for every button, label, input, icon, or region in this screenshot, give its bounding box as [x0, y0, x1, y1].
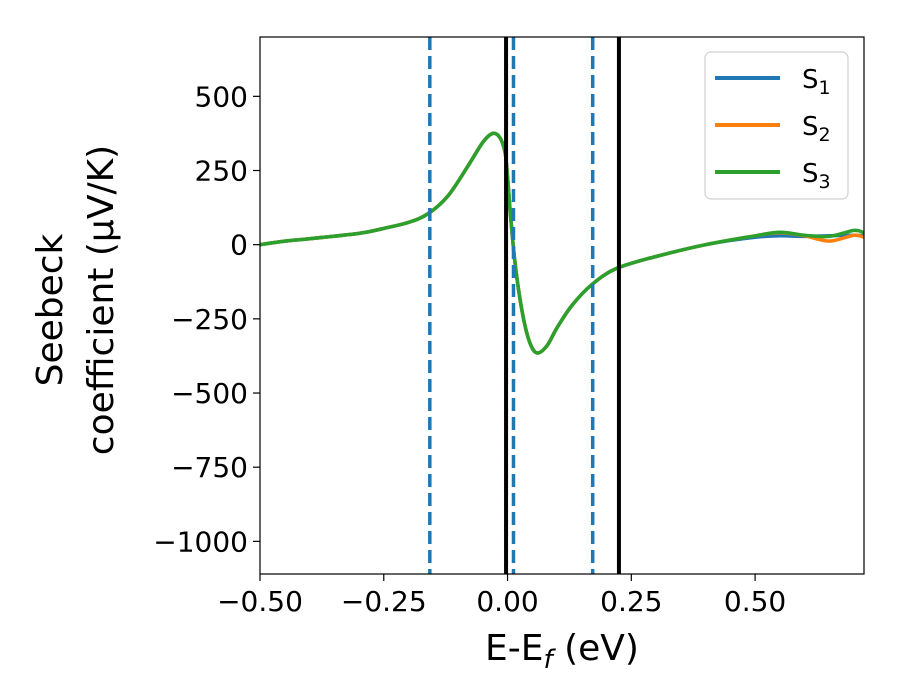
plot-frame: [259, 36, 865, 575]
legend-label-3: S3: [802, 159, 831, 193]
y-tick-label: 0: [230, 229, 248, 262]
legend: S1 S2 S3: [704, 51, 849, 200]
y-tick-label: −1000: [153, 525, 248, 558]
y-axis-label-line2: coefficient (μV/K): [81, 145, 122, 455]
vertical-markers-layer: [428, 37, 621, 574]
series-line-3: [260, 131, 864, 355]
y-tick-label: 500: [195, 80, 248, 113]
x-tick-label: −0.25: [341, 585, 427, 618]
x-tick-label: 0.50: [724, 585, 786, 618]
plot-lines-layer: [260, 131, 864, 355]
x-axis-label: E-Ef (eV): [485, 628, 639, 675]
y-axis-label: Seebeck coefficient (μV/K): [30, 145, 122, 455]
x-tick-label: −0.50: [217, 585, 303, 618]
x-tick-label: 0.25: [600, 585, 662, 618]
ticks-layer: −0.50 −0.25 0.00 0.25 0.50 500 250 0 −250 −500 −75…: [153, 80, 786, 618]
y-tick-label: −500: [171, 377, 248, 410]
y-tick-label: 250: [195, 155, 248, 188]
y-tick-label: −750: [171, 451, 248, 484]
y-axis-label-line1: Seebeck: [30, 233, 71, 386]
legend-label-2: S2: [802, 112, 831, 146]
x-tick-label: 0.00: [476, 585, 538, 618]
y-tick-label: −250: [171, 303, 248, 336]
legend-label-1: S1: [802, 65, 831, 99]
